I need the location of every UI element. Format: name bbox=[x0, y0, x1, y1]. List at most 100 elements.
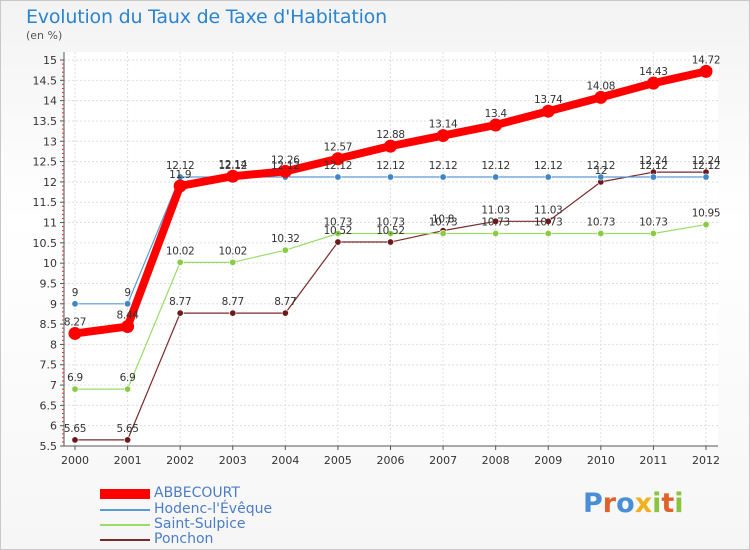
data-label-2: 10.73 bbox=[587, 216, 616, 228]
data-label-1: 12.12 bbox=[639, 160, 668, 172]
data-label-0: 12.88 bbox=[376, 129, 405, 141]
legend-label-ponchon: Ponchon bbox=[154, 531, 214, 547]
x-tick-label: 2012 bbox=[692, 454, 720, 467]
series-point-0 bbox=[68, 326, 82, 340]
data-label-2: 10.32 bbox=[271, 233, 300, 245]
series-point-0 bbox=[226, 169, 240, 183]
y-tick-label: 7 bbox=[50, 379, 57, 392]
series-point-2 bbox=[597, 229, 605, 237]
x-tick-label: 2005 bbox=[324, 454, 352, 467]
series-point-1 bbox=[492, 173, 500, 181]
data-label-3: 8.77 bbox=[274, 296, 296, 308]
data-label-3: 11.03 bbox=[481, 204, 510, 216]
x-tick-label: 2000 bbox=[61, 454, 89, 467]
series-point-0 bbox=[331, 152, 345, 166]
series-point-0 bbox=[173, 179, 187, 193]
series-point-0 bbox=[541, 104, 555, 118]
series-point-2 bbox=[439, 229, 447, 237]
series-point-2 bbox=[702, 221, 710, 229]
y-tick-label: 14.5 bbox=[33, 74, 58, 87]
data-label-2: 10.73 bbox=[324, 216, 353, 228]
y-tick-label: 7.5 bbox=[40, 359, 58, 372]
series-point-3 bbox=[544, 217, 552, 225]
series-point-2 bbox=[229, 258, 237, 266]
data-label-1: 12.12 bbox=[218, 160, 247, 172]
data-label-1: 12.12 bbox=[324, 160, 353, 172]
series-point-2 bbox=[544, 229, 552, 237]
data-label-3: 12.24 bbox=[639, 155, 668, 167]
y-tick-label: 12.5 bbox=[33, 156, 58, 169]
data-label-0: 8.27 bbox=[64, 316, 86, 328]
y-tick-label: 9.5 bbox=[40, 277, 58, 290]
x-tick-label: 2007 bbox=[429, 454, 457, 467]
legend-swatch-ponchon bbox=[100, 539, 150, 541]
series-point-1 bbox=[71, 300, 79, 308]
data-label-2: 10.73 bbox=[429, 216, 458, 228]
data-label-3: 10.52 bbox=[376, 225, 405, 237]
y-tick-label: 8 bbox=[50, 338, 57, 351]
y-tick-label: 13 bbox=[43, 135, 57, 148]
data-label-1: 12.12 bbox=[376, 160, 405, 172]
y-tick-label: 10.5 bbox=[33, 237, 58, 250]
series-point-2 bbox=[281, 246, 289, 254]
legend-label-saint-sulpice: Saint-Sulpice bbox=[154, 516, 246, 532]
data-label-2: 10.02 bbox=[166, 245, 195, 257]
y-tick-label: 15 bbox=[43, 54, 57, 67]
y-tick-label: 11 bbox=[43, 217, 57, 230]
data-label-2: 10.73 bbox=[639, 216, 668, 228]
data-label-0: 14.43 bbox=[639, 66, 668, 78]
series-point-1 bbox=[702, 173, 710, 181]
series-point-1 bbox=[649, 173, 657, 181]
data-label-1: 9 bbox=[72, 287, 78, 299]
series-point-3 bbox=[386, 238, 394, 246]
data-label-1: 12.12 bbox=[481, 160, 510, 172]
series-point-2 bbox=[124, 385, 132, 393]
y-tick-label: 14 bbox=[43, 95, 57, 108]
data-label-2: 10.02 bbox=[218, 245, 247, 257]
data-label-0: 13.4 bbox=[485, 108, 508, 120]
legend-swatch-abbecourt bbox=[100, 489, 150, 499]
series-point-1 bbox=[124, 300, 132, 308]
series-point-0 bbox=[436, 129, 450, 143]
x-tick-label: 2006 bbox=[377, 454, 405, 467]
series-point-2 bbox=[492, 229, 500, 237]
series-point-1 bbox=[439, 173, 447, 181]
x-tick-label: 2011 bbox=[639, 454, 667, 467]
data-label-3: 10.52 bbox=[324, 225, 353, 237]
x-tick-label: 2003 bbox=[219, 454, 247, 467]
data-label-2: 10.73 bbox=[534, 216, 563, 228]
data-label-3: 8.77 bbox=[169, 296, 191, 308]
series-point-1 bbox=[544, 173, 552, 181]
series-point-3 bbox=[492, 217, 500, 225]
series-point-0 bbox=[489, 118, 503, 132]
series-point-0 bbox=[699, 64, 713, 78]
chart-title: Evolution du Taux de Taxe d'Habitation bbox=[26, 6, 387, 28]
series-point-1 bbox=[334, 173, 342, 181]
y-tick-label: 10 bbox=[43, 257, 57, 270]
data-label-3: 10.8 bbox=[432, 214, 454, 226]
data-label-1: 12.12 bbox=[692, 160, 721, 172]
y-tick-label: 9 bbox=[50, 298, 57, 311]
data-label-0: 14.08 bbox=[587, 80, 616, 92]
data-label-3: 8.77 bbox=[222, 296, 244, 308]
data-label-1: 9 bbox=[124, 287, 130, 299]
series-point-2 bbox=[176, 258, 184, 266]
data-label-0: 13.14 bbox=[429, 119, 458, 131]
data-label-2: 10.95 bbox=[692, 208, 721, 220]
data-label-0: 11.9 bbox=[169, 169, 191, 181]
y-tick-label: 13.5 bbox=[33, 115, 58, 128]
x-tick-label: 2008 bbox=[482, 454, 510, 467]
data-label-2: 6.9 bbox=[67, 372, 83, 384]
series-point-2 bbox=[386, 229, 394, 237]
data-label-0: 14.72 bbox=[692, 54, 721, 66]
data-label-1: 12.12 bbox=[534, 160, 563, 172]
legend-label-abbecourt: ABBECOURT bbox=[154, 485, 240, 501]
y-tick-label: 8.5 bbox=[40, 318, 58, 331]
series-point-0 bbox=[646, 76, 660, 90]
y-tick-label: 11.5 bbox=[33, 196, 58, 209]
data-label-2: 6.9 bbox=[120, 372, 136, 384]
data-label-1: 12.12 bbox=[166, 160, 195, 172]
data-label-0: 13.74 bbox=[534, 94, 563, 106]
data-label-3: 12.24 bbox=[692, 155, 721, 167]
